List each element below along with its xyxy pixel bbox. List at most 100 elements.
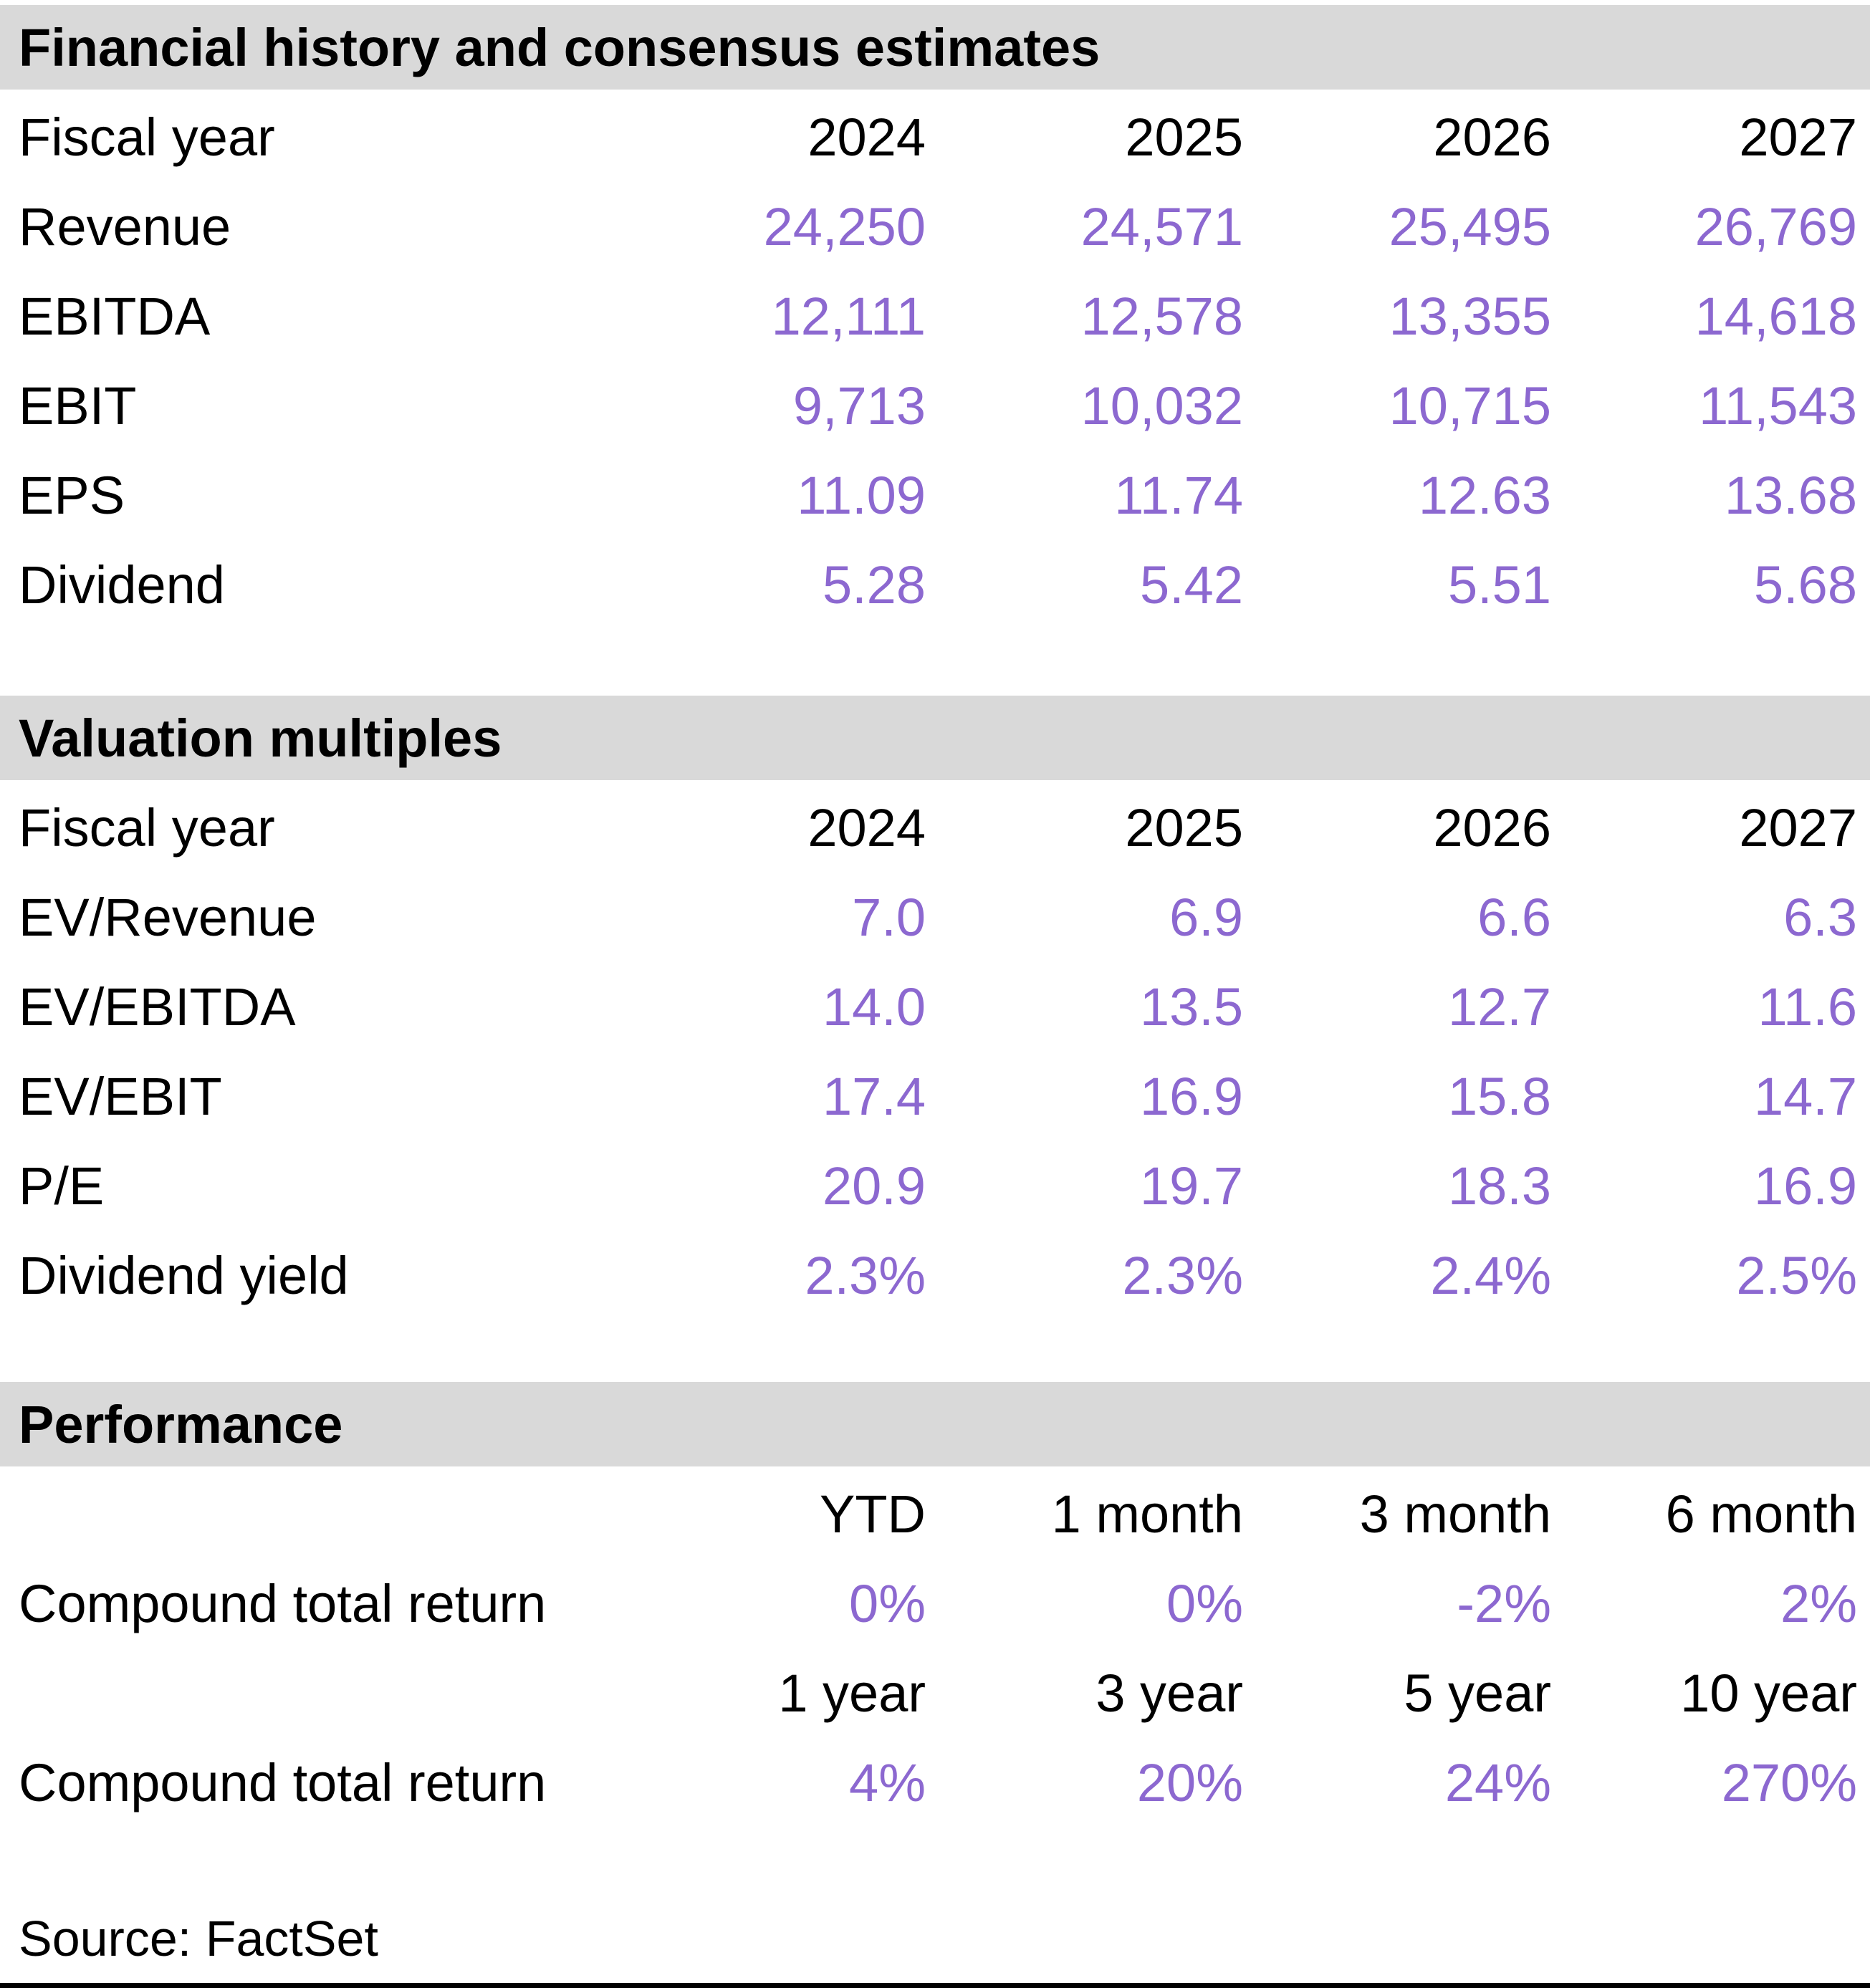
table-row-eps: EPS 11.09 11.74 12.63 13.68 [0,451,1870,540]
column-header-3-month: 3 month [1359,1484,1551,1544]
table-row-ev-revenue: EV/Revenue 7.0 6.9 6.6 6.3 [0,873,1870,962]
row-label: EBITDA [19,287,211,346]
cell-value: 24% [1444,1753,1551,1812]
cell-value: 5.42 [1139,555,1243,615]
cell-value: 0% [1166,1574,1243,1633]
column-header-1-month: 1 month [1051,1484,1243,1544]
table-row-compound-total-return-long: Compound total return 4% 20% 24% 270% [0,1738,1870,1828]
table-header-row: Fiscal year 2024 2025 2026 2027 [0,783,1870,873]
cell-value: 2.3% [1122,1246,1243,1305]
cell-value: 16.9 [1753,1156,1857,1216]
cell-value: 2.4% [1430,1246,1551,1305]
row-label: Dividend [19,555,225,615]
table-row-ebitda: EBITDA 12,111 12,578 13,355 14,618 [0,272,1870,361]
row-label: EPS [19,466,125,525]
cell-value: 14.0 [822,977,926,1037]
cell-value: 12.7 [1447,977,1551,1037]
table-row-ev-ebit: EV/EBIT 17.4 16.9 15.8 14.7 [0,1052,1870,1141]
cell-value: 6.6 [1477,888,1551,947]
row-label: Revenue [19,197,231,256]
table-header-row-long-periods: 1 year 3 year 5 year 10 year [0,1648,1870,1738]
cell-value: 16.9 [1139,1067,1243,1126]
column-header-2025: 2025 [1125,798,1243,858]
cell-value: 0% [849,1574,926,1633]
cell-value: 18.3 [1447,1156,1551,1216]
column-header-2025: 2025 [1125,107,1243,167]
cell-value: 13,355 [1389,287,1551,346]
cell-value: 25,495 [1389,197,1551,256]
table-row-revenue: Revenue 24,250 24,571 25,495 26,769 [0,182,1870,272]
cell-value: 13.5 [1139,977,1243,1037]
source-text: Source: FactSet [19,1910,378,1967]
section-header-performance: Performance [0,1382,1870,1466]
row-label: EBIT [19,376,137,436]
cell-value: 11.74 [1114,466,1243,525]
cell-value: 20.9 [822,1156,926,1216]
table-row-dividend-yield: Dividend yield 2.3% 2.3% 2.4% 2.5% [0,1231,1870,1320]
cell-value: 11.09 [797,466,926,525]
cell-value: 6.3 [1783,888,1857,947]
row-label: EV/Revenue [19,888,317,947]
cell-value: 11,543 [1699,376,1857,436]
column-header-2024: 2024 [807,798,926,858]
section-header-valuation-multiples: Valuation multiples [0,696,1870,780]
column-header-2027: 2027 [1739,107,1857,167]
table-row-compound-total-return-short: Compound total return 0% 0% -2% 2% [0,1559,1870,1648]
section-header-financial-history: Financial history and consensus estimate… [0,5,1870,90]
column-header-3-year: 3 year [1095,1663,1243,1723]
cell-value: 11.6 [1758,977,1857,1037]
column-header-2026: 2026 [1433,798,1551,858]
section-title: Valuation multiples [19,708,502,768]
column-header-5-year: 5 year [1404,1663,1551,1723]
column-header-ytd: YTD [820,1484,926,1544]
cell-value: 7.0 [852,888,926,947]
column-header-2026: 2026 [1433,107,1551,167]
cell-value: 5.28 [822,555,926,615]
table-header-row: Fiscal year 2024 2025 2026 2027 [0,92,1870,182]
section-title: Performance [19,1394,343,1454]
cell-value: 2.5% [1736,1246,1857,1305]
row-label: Fiscal year [19,798,275,858]
column-header-6-month: 6 month [1665,1484,1857,1544]
cell-value: 26,769 [1694,197,1857,256]
cell-value: 12,578 [1080,287,1243,346]
cell-value: 12,111 [771,287,926,346]
column-header-10-year: 10 year [1680,1663,1857,1723]
cell-value: 20% [1136,1753,1243,1812]
cell-value: 10,715 [1389,376,1551,436]
row-label: Fiscal year [19,107,275,167]
row-label: Compound total return [19,1574,547,1633]
cell-value: 24,250 [763,197,926,256]
column-header-2024: 2024 [807,107,926,167]
row-label: EV/EBIT [19,1067,222,1126]
cell-value: 2.3% [805,1246,926,1305]
column-header-1-year: 1 year [778,1663,926,1723]
cell-value: -2% [1457,1574,1551,1633]
bottom-rule [0,1983,1870,1988]
row-label: EV/EBITDA [19,977,296,1037]
section-title: Financial history and consensus estimate… [19,17,1101,77]
row-label: Compound total return [19,1753,547,1812]
cell-value: 10,032 [1080,376,1243,436]
cell-value: 24,571 [1080,197,1243,256]
cell-value: 13.68 [1724,466,1857,525]
cell-value: 12.63 [1418,466,1551,525]
cell-value: 4% [849,1753,926,1812]
cell-value: 6.9 [1169,888,1243,947]
cell-value: 2% [1780,1574,1857,1633]
table-row-ev-ebitda: EV/EBITDA 14.0 13.5 12.7 11.6 [0,962,1870,1052]
cell-value: 270% [1721,1753,1857,1812]
row-label: P/E [19,1156,105,1216]
cell-value: 19.7 [1139,1156,1243,1216]
table-row-ebit: EBIT 9,713 10,032 10,715 11,543 [0,361,1870,451]
table-header-row-short-periods: YTD 1 month 3 month 6 month [0,1469,1870,1559]
cell-value: 5.51 [1447,555,1551,615]
cell-value: 9,713 [792,376,926,436]
row-label: Dividend yield [19,1246,349,1305]
cell-value: 15.8 [1447,1067,1551,1126]
column-header-2027: 2027 [1739,798,1857,858]
source-note: Source: FactSet [0,1893,1870,1983]
table-row-dividend: Dividend 5.28 5.42 5.51 5.68 [0,540,1870,630]
table-row-pe: P/E 20.9 19.7 18.3 16.9 [0,1141,1870,1231]
